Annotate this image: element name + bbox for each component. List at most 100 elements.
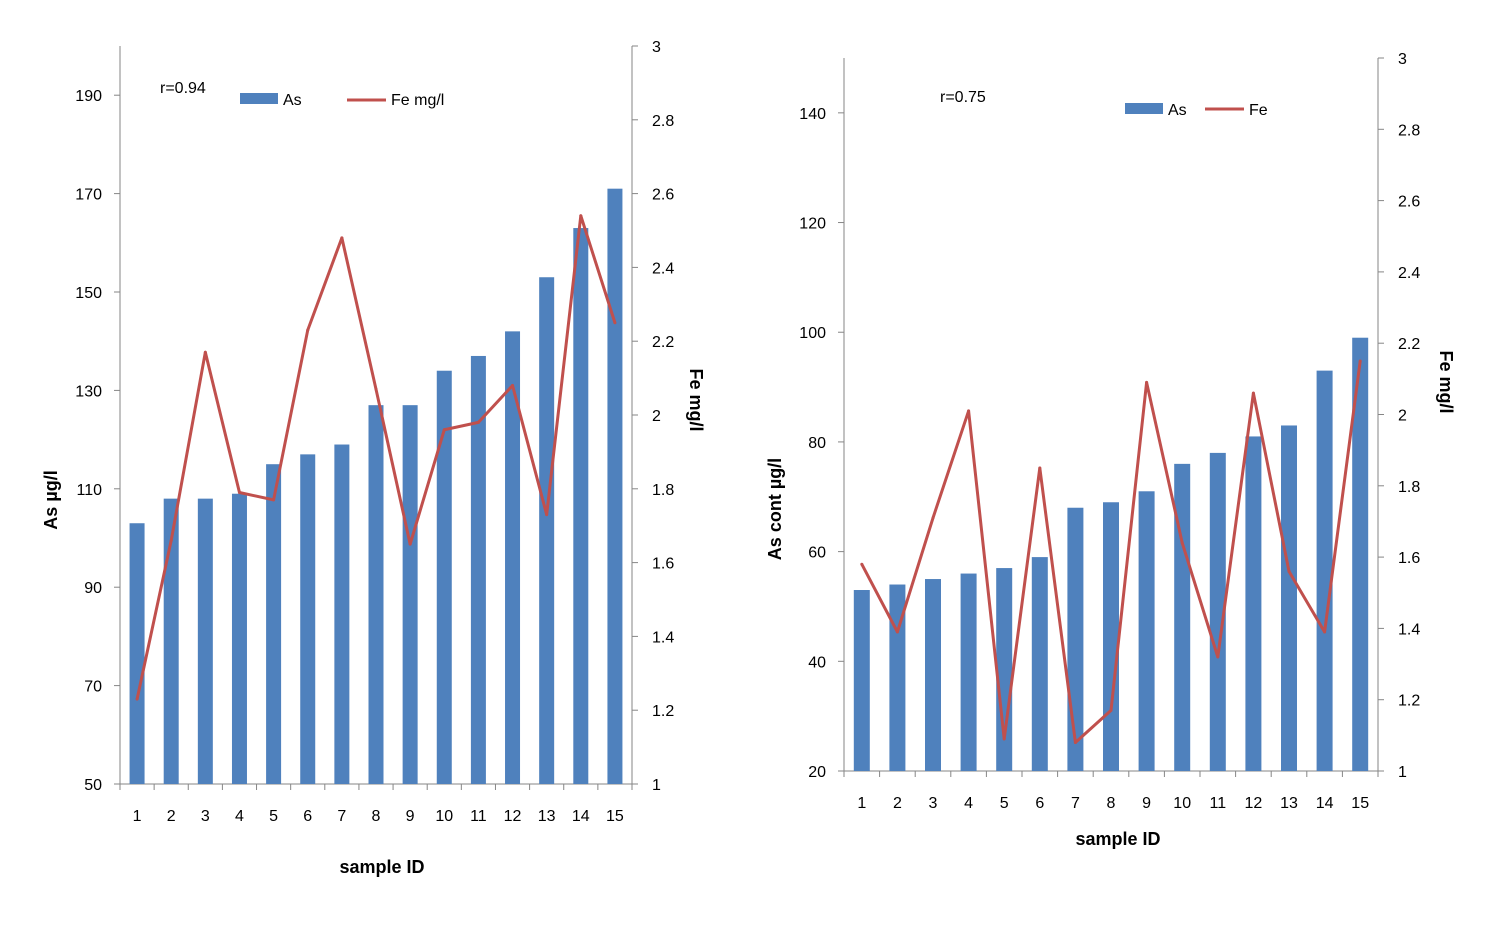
x-tick-label: 1 xyxy=(133,808,142,825)
y-tick-label: 130 xyxy=(75,383,102,400)
y-tick-label: 120 xyxy=(799,216,826,233)
y-tick-label: 80 xyxy=(808,435,826,452)
x-tick-label: 5 xyxy=(269,808,278,825)
legend: As Fe mg/l xyxy=(240,92,444,109)
x-tick-label: 9 xyxy=(406,808,415,825)
y2-tick-label: 2.4 xyxy=(1398,265,1420,282)
x-axis-title: sample ID xyxy=(1075,829,1160,849)
as-bar xyxy=(436,370,452,784)
as-bar xyxy=(889,584,906,771)
as-bar xyxy=(505,331,521,784)
x-tick-label: 4 xyxy=(235,808,244,825)
as-bar xyxy=(853,590,870,771)
as-bar xyxy=(1316,370,1333,771)
y2-tick-label: 2.4 xyxy=(652,260,674,277)
x-tick-label: 9 xyxy=(1142,795,1151,812)
y-axis-title: As µg/l xyxy=(41,470,61,529)
as-bar xyxy=(607,188,623,784)
fe-point xyxy=(1287,569,1291,573)
fe-point xyxy=(1145,380,1149,384)
y2-tick-label: 1 xyxy=(1398,764,1407,781)
as-bar xyxy=(539,277,555,784)
as-bar xyxy=(1138,491,1155,771)
y2-tick-label: 1.4 xyxy=(652,629,674,646)
fe-point xyxy=(1358,359,1362,363)
fe-point xyxy=(545,513,549,517)
x-tick-label: 6 xyxy=(1035,795,1044,812)
fe-point xyxy=(169,538,173,542)
as-bar xyxy=(300,454,316,784)
y-tick-label: 170 xyxy=(75,187,102,204)
x-tick-label: 8 xyxy=(1107,795,1116,812)
legend-fe-label: Fe mg/l xyxy=(391,92,444,109)
y2-axis-title: Fe mg/l xyxy=(686,368,706,431)
left-y-ticks: 50 70 90 110 130 150 170 190 xyxy=(75,88,120,794)
y2-tick-label: 2.6 xyxy=(1398,194,1420,211)
as-bar xyxy=(1174,463,1191,771)
y-tick-label: 150 xyxy=(75,285,102,302)
y-tick-label: 100 xyxy=(799,325,826,342)
x-tick-labels: 1 2 3 4 5 6 7 8 9 10 11 12 13 14 15 xyxy=(119,784,633,825)
fe-line-series xyxy=(135,214,617,701)
fe-point xyxy=(511,383,515,387)
as-bar xyxy=(266,464,282,784)
as-bar xyxy=(402,405,418,784)
correlation-annotation: r=0.94 xyxy=(160,80,206,97)
legend-fe-label: Fe xyxy=(1249,102,1268,119)
x-tick-label: 3 xyxy=(929,795,938,812)
as-bar xyxy=(960,573,977,771)
as-bar xyxy=(334,444,350,784)
y2-tick-label: 1.6 xyxy=(652,556,674,573)
y2-tick-label: 1 xyxy=(652,777,661,794)
y-tick-label: 110 xyxy=(76,482,102,499)
x-tick-label: 7 xyxy=(337,808,346,825)
fe-point xyxy=(306,328,310,332)
y2-tick-label: 1.6 xyxy=(1398,550,1420,567)
y2-tick-label: 3 xyxy=(652,39,661,56)
x-tick-label: 1 xyxy=(857,795,866,812)
legend-as-label: As xyxy=(283,92,302,109)
fe-point xyxy=(442,428,446,432)
as-bar xyxy=(231,493,247,784)
y-tick-label: 140 xyxy=(799,106,826,123)
x-tick-label: 12 xyxy=(504,808,522,825)
legend: As Fe xyxy=(1125,102,1268,119)
y-axis-title: As cont µg/l xyxy=(765,458,785,560)
as-bar xyxy=(996,568,1013,771)
fe-point xyxy=(1038,466,1042,470)
x-tick-label: 10 xyxy=(1173,795,1191,812)
y-tick-label: 50 xyxy=(84,777,102,794)
fe-point xyxy=(135,697,139,701)
as-bar xyxy=(1031,557,1048,771)
as-bar xyxy=(368,405,384,784)
x-tick-label: 3 xyxy=(201,808,210,825)
fe-point xyxy=(1073,740,1077,744)
x-tick-label: 14 xyxy=(572,808,590,825)
y2-tick-label: 2.8 xyxy=(1398,122,1420,139)
y2-tick-label: 1.2 xyxy=(1398,693,1420,710)
as-bar xyxy=(1209,452,1226,771)
y2-tick-label: 2 xyxy=(652,408,661,425)
y-tick-label: 60 xyxy=(808,545,826,562)
x-tick-label: 5 xyxy=(1000,795,1009,812)
y-tick-label: 90 xyxy=(84,580,102,597)
x-tick-label: 14 xyxy=(1316,795,1334,812)
x-tick-label: 11 xyxy=(470,808,487,825)
fe-point xyxy=(237,490,241,494)
fe-point xyxy=(1002,737,1006,741)
right-y-ticks: 1 1.2 1.4 1.6 1.8 2 2.2 2.4 2.6 2.8 3 xyxy=(632,39,674,794)
legend-as-swatch xyxy=(1125,103,1163,114)
fe-point xyxy=(1323,630,1327,634)
x-tick-label: 4 xyxy=(964,795,973,812)
x-tick-label: 13 xyxy=(538,808,556,825)
y2-tick-label: 2.8 xyxy=(652,113,674,130)
fe-point xyxy=(1251,391,1255,395)
fe-point xyxy=(967,409,971,413)
x-tick-label: 2 xyxy=(893,795,902,812)
as-bar xyxy=(1245,436,1262,771)
y2-tick-label: 2.2 xyxy=(652,334,674,351)
right-y-ticks: 1 1.2 1.4 1.6 1.8 2 2.2 2.4 2.6 2.8 3 xyxy=(1378,51,1420,781)
